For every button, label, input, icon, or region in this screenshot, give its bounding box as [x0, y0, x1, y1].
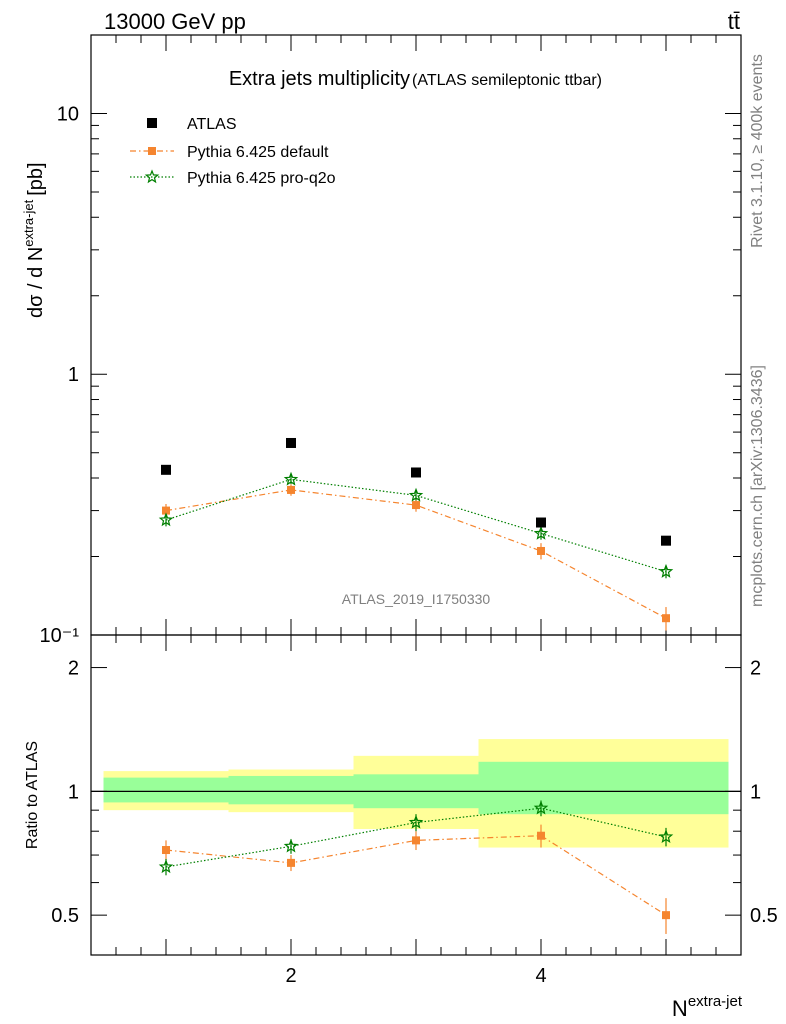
point-atlas — [286, 437, 296, 448]
chart-subtitle: (ATLAS semileptonic ttbar) — [412, 72, 602, 89]
x-axis-label: Nextra-jet — [672, 993, 743, 1021]
ratio-point-default — [537, 831, 545, 840]
legend-label-proq2o: Pythia 6.425 pro-q2o — [187, 170, 336, 187]
ratio-point-proq2o — [658, 829, 674, 844]
ratio-frame — [90, 634, 742, 956]
point-proq2o — [533, 525, 549, 540]
legend: ATLAS Pythia 6.425 default Pythia 6.425 … — [130, 116, 336, 187]
x-label-sup: extra-jet — [688, 993, 743, 1010]
main-y-axis-label: dσ / d Nextra-jet [pb] — [21, 162, 47, 318]
legend-marker-proq2o — [144, 169, 160, 184]
ratio-band-inner — [603, 761, 729, 815]
ratio-y-tick-label-right: 1 — [750, 781, 761, 803]
ratio-point-default — [662, 911, 670, 920]
point-proq2o — [658, 563, 674, 578]
main-data-layer — [158, 437, 674, 631]
main-panel: 10 1 10⁻¹ Extra jets multiplicity (ATLAS s… — [21, 34, 742, 647]
mcplots-label: mcplots.cern.ch [arXiv:1306.3436] — [749, 365, 766, 607]
point-proq2o — [158, 512, 174, 527]
series-line-proq2o — [165, 478, 667, 573]
point-proq2o — [283, 471, 299, 486]
x-tick-label: 4 — [535, 965, 546, 987]
point-proq2o — [408, 487, 424, 502]
ratio-point-default — [287, 858, 295, 867]
ratio-band-inner — [228, 775, 354, 805]
rivet-label: Rivet 3.1.10, ≥ 400k events — [749, 54, 766, 248]
ratio-axis-ticks: 2 2 1 1 0.5 0.5 2 4 — [51, 635, 778, 987]
point-default — [537, 546, 545, 555]
main-y-label-unit: [pb] — [25, 162, 47, 195]
ratio-point-default — [162, 846, 170, 855]
x-tick-label: 2 — [285, 965, 296, 987]
legend-marker-atlas — [147, 118, 157, 128]
ratio-point-proq2o — [158, 859, 174, 874]
ratio-y-axis-label: Ratio to ATLAS — [24, 741, 41, 849]
point-atlas — [536, 517, 546, 528]
ratio-band-inner — [103, 777, 229, 803]
ratio-point-proq2o — [408, 814, 424, 829]
y-tick-label: 10⁻¹ — [40, 625, 80, 647]
ratio-panel: 2 2 1 1 0.5 0.5 2 4 Ratio to ATLAS — [24, 634, 778, 987]
legend-marker-default — [148, 147, 156, 155]
ratio-line-proq2o — [165, 807, 667, 868]
legend-label-default: Pythia 6.425 default — [187, 144, 329, 161]
ratio-y-tick-label-left: 0.5 — [51, 905, 79, 927]
point-default — [662, 614, 670, 623]
ratio-y-tick-label-right: 2 — [750, 658, 761, 680]
ratio-y-tick-label-left: 2 — [68, 658, 79, 680]
point-default — [287, 485, 295, 494]
y-tick-label: 1 — [68, 364, 79, 386]
y-tick-label: 10 — [57, 103, 79, 125]
ratio-point-proq2o — [283, 838, 299, 853]
process-label: tt̄ — [728, 9, 740, 34]
ratio-y-tick-label-left: 1 — [68, 781, 79, 803]
x-label-text: N — [672, 996, 688, 1021]
energy-label: 13000 GeV pp — [104, 9, 246, 34]
point-default — [162, 506, 170, 515]
point-atlas — [661, 535, 671, 546]
ratio-point-default — [412, 836, 420, 845]
main-y-label-text: dσ / d N — [25, 247, 47, 318]
watermark-label: ATLAS_2019_I1750330 — [342, 591, 491, 607]
main-y-label-sup: extra-jet — [21, 199, 36, 246]
point-atlas — [161, 464, 171, 475]
legend-label-atlas: ATLAS — [187, 116, 237, 133]
ratio-point-proq2o — [533, 800, 549, 815]
ratio-y-tick-label-right: 0.5 — [750, 905, 778, 927]
ratio-data-layer — [91, 739, 741, 934]
main-axis-ticks: 10 1 10⁻¹ — [40, 34, 741, 647]
chart-title: Extra jets multiplicity — [229, 68, 410, 90]
point-atlas — [411, 467, 421, 478]
point-default — [412, 501, 420, 510]
